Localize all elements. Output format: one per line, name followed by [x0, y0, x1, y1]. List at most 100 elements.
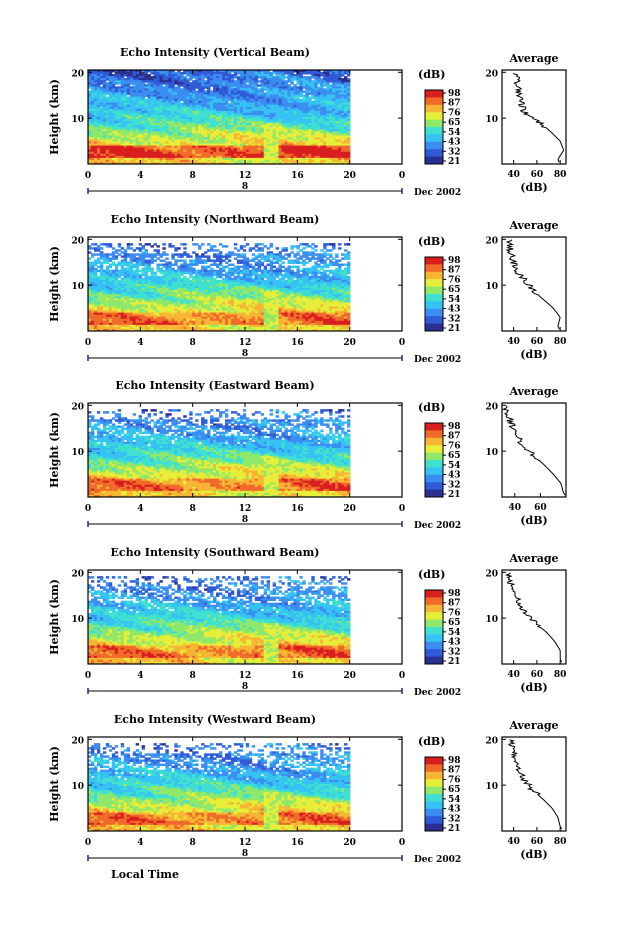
heatmap-cell: [314, 78, 318, 81]
heatmap-cell: [299, 269, 303, 273]
heatmap-cell: [183, 102, 187, 106]
heatmap-cell: [332, 90, 336, 93]
colorbar-swatch: [425, 115, 443, 121]
heatmap-cell: [93, 100, 98, 104]
heatmap-cell: [174, 80, 178, 83]
heatmap-cell: [147, 76, 151, 79]
heatmap-cell: [198, 98, 202, 102]
heatmap-cell: [254, 114, 259, 118]
heatmap-cell: [153, 92, 157, 95]
heatmap-cell: [201, 92, 205, 95]
heatmap-cell: [192, 263, 196, 267]
heatmap-cell: [290, 261, 294, 264]
heatmap-cell: [198, 72, 202, 75]
heatmap-cell: [323, 74, 327, 77]
heatmap-cell: [150, 84, 154, 87]
heatmap-cell: [326, 269, 330, 273]
heatmap-cell: [195, 119, 199, 122]
heatmap-cell: [213, 96, 217, 100]
heatmap-cell: [99, 72, 104, 75]
heatmap-cell: [230, 100, 235, 104]
heatmap-cell: [275, 86, 279, 89]
heatmap-cell: [162, 110, 166, 114]
heatmap-cell: [186, 96, 190, 100]
heatmap-cell: [242, 106, 247, 110]
heatmap-cell: [329, 98, 333, 102]
heatmap-cell: [344, 117, 348, 120]
heatmap-cell: [108, 70, 113, 73]
heatmap-cell: [120, 117, 125, 120]
heatmap-cell: [305, 84, 309, 87]
heatmap-cell: [287, 92, 291, 95]
heatmap-cell: [183, 84, 187, 87]
heatmap-cell: [180, 98, 184, 102]
heatmap-cell: [138, 98, 142, 102]
heatmap-cell: [201, 108, 205, 112]
heatmap-cell: [135, 72, 140, 75]
heatmap-cell: [153, 117, 157, 120]
heatmap-cell: [302, 121, 306, 124]
heatmap-cell: [171, 263, 175, 267]
heatmap-cell: [224, 92, 229, 95]
heatmap-cell: [236, 255, 241, 258]
heatmap-cell: [338, 108, 342, 112]
heatmap-cell: [293, 112, 297, 116]
heatmap-cell: [236, 84, 241, 87]
heatmap-cell: [135, 96, 140, 100]
heatmap-cell: [189, 119, 193, 122]
y-axis-label: Height (km): [48, 79, 61, 155]
heatmap-cell: [248, 92, 253, 95]
heatmap-cell: [189, 86, 193, 89]
heatmap-cell: [293, 92, 297, 95]
heatmap-cell: [177, 112, 181, 116]
heatmap-cell: [165, 82, 169, 85]
heatmap-cell: [275, 106, 279, 110]
heatmap-cell: [183, 72, 187, 75]
heatmap-cell: [239, 114, 244, 118]
heatmap-cell: [263, 92, 268, 95]
heatmap-cell: [326, 106, 330, 110]
profile-y-tick-label: 10: [485, 115, 498, 125]
heatmap-cell: [317, 271, 321, 275]
heatmap-cell: [147, 102, 151, 106]
heatmap-cell: [251, 72, 256, 75]
heatmap-cell: [168, 117, 172, 120]
heatmap-cell: [329, 84, 333, 87]
heatmap-cell: [281, 80, 285, 83]
heatmap-cell: [248, 86, 253, 89]
heatmap-cell: [192, 108, 196, 112]
heatmap-cell: [102, 98, 107, 102]
heatmap-cell: [317, 98, 321, 102]
heatmap-cell: [254, 84, 259, 87]
heatmap-cell: [201, 100, 205, 104]
heatmap-cell: [296, 108, 300, 112]
heatmap-cell: [216, 110, 220, 114]
heatmap-cell: [305, 100, 309, 104]
heatmap-cell: [314, 249, 318, 252]
heatmap-cell: [290, 80, 294, 83]
heatmap-cell: [344, 108, 348, 112]
heatmap-cell: [114, 72, 119, 75]
heatmap-cell: [129, 112, 134, 116]
heatmap-cell: [129, 104, 134, 108]
heatmap-cell: [281, 249, 285, 252]
heatmap-cell: [299, 110, 303, 114]
heatmap-cell: [308, 259, 312, 262]
heatmap-cell: [168, 80, 172, 83]
heatmap-cell: [275, 72, 279, 75]
heatmap-cell: [251, 82, 256, 85]
heatmap-cell: [317, 96, 321, 100]
heatmap-cell: [207, 114, 211, 118]
heatmap-cell: [290, 82, 294, 85]
heatmap-cell: [281, 72, 285, 75]
heatmap-cell: [141, 110, 145, 114]
heatmap-cell: [326, 72, 330, 75]
heatmap-cell: [269, 110, 273, 114]
heatmap-cell: [138, 92, 142, 95]
heatmap-cell: [272, 108, 276, 112]
heatmap-cell: [165, 104, 169, 108]
heatmap-cell: [344, 72, 348, 75]
heatmap-cell: [272, 72, 276, 75]
heatmap-cell: [102, 80, 107, 83]
heatmap-cell: [88, 98, 92, 102]
